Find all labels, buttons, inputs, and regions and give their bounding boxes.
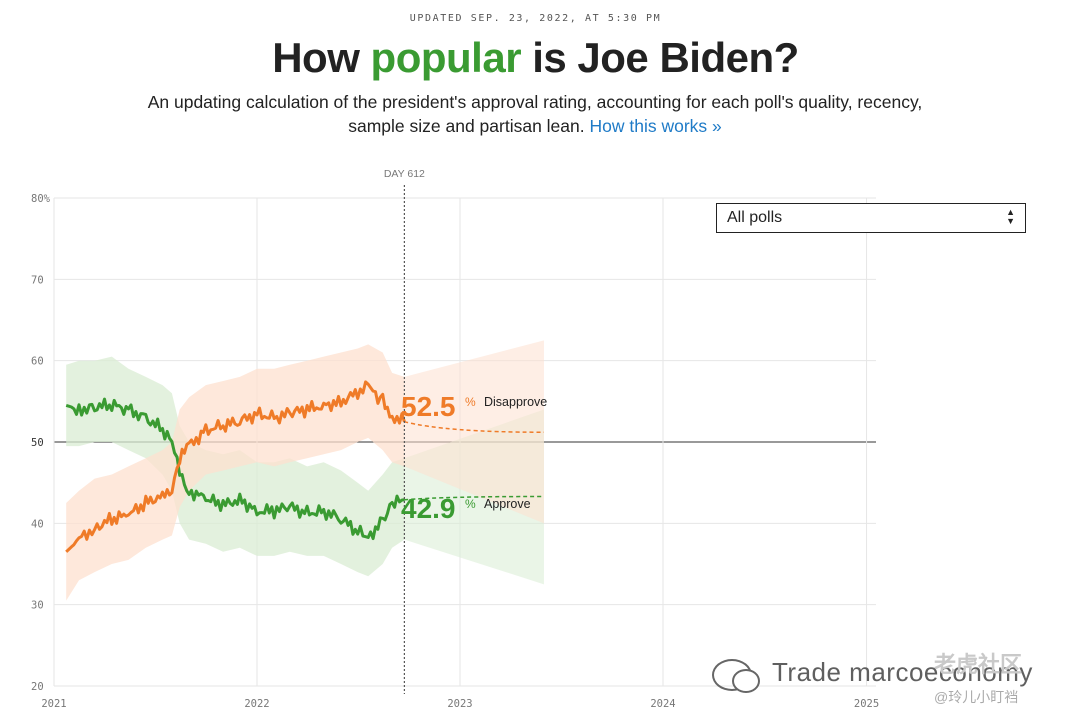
wechat-icon-small [732,669,760,693]
x-tick-label: 2022 [244,698,269,710]
approve-projection-line [404,495,544,501]
disapprove-trend-line [65,380,406,553]
disapprove-percent-sign: % [465,395,476,409]
title-highlight: popular [370,34,522,81]
x-tick-label: 2021 [41,698,66,710]
x-tick-label: 2024 [650,698,675,710]
poll-filter-value: All polls [727,209,783,226]
y-tick-label: 80% [31,193,51,205]
y-tick-label: 30 [31,600,44,612]
title-prefix: How [272,34,371,81]
poll-filter-select[interactable]: All polls ▲ ▼ [716,203,1026,233]
disapprove-projection-line [404,420,544,433]
page-title: How popular is Joe Biden? [0,34,1071,82]
x-tick-label: 2023 [447,698,472,710]
select-arrows-icon: ▲ ▼ [1006,207,1015,226]
title-suffix: is Joe Biden? [521,34,799,81]
disapprove-series-label: Disapprove [484,395,547,409]
watermark-community: 老虎社区 [934,652,1023,677]
watermark-handle: @玲儿小盯裆 [934,689,1019,705]
y-tick-label: 20 [31,681,44,693]
y-tick-label: 50 [31,437,44,449]
approve-current-value: 42.9 [401,493,456,524]
line-layer [65,185,544,694]
approve-trend-line [65,397,405,541]
approve-percent-sign: % [465,497,476,511]
watermark: Trade marcoeconomy 老虎社区 @玲儿小盯裆 [712,645,1062,715]
y-tick-label: 70 [31,274,44,286]
day-marker-label: DAY 612 [384,168,425,180]
subtitle-text: An updating calculation of the president… [147,92,923,136]
updated-timestamp: UPDATED SEP. 23, 2022, AT 5:30 PM [409,13,662,24]
how-this-works-link[interactable]: How this works » [589,116,722,136]
page-subtitle: An updating calculation of the president… [135,90,935,138]
band-layer [66,340,544,601]
disapprove-current-value: 52.5 [401,391,456,422]
approve-series-label: Approve [484,497,531,511]
disapprove-projection-band [404,340,544,524]
label-layer: 80% 70 60 50 40 30 20 2021 2022 2023 2024 2025 DAY 6… [31,168,879,710]
y-tick-label: 60 [31,356,44,368]
y-tick-label: 40 [31,518,44,530]
watermark-text: Trade marcoeconomy [772,657,1033,687]
x-tick-label: 2025 [854,698,879,710]
